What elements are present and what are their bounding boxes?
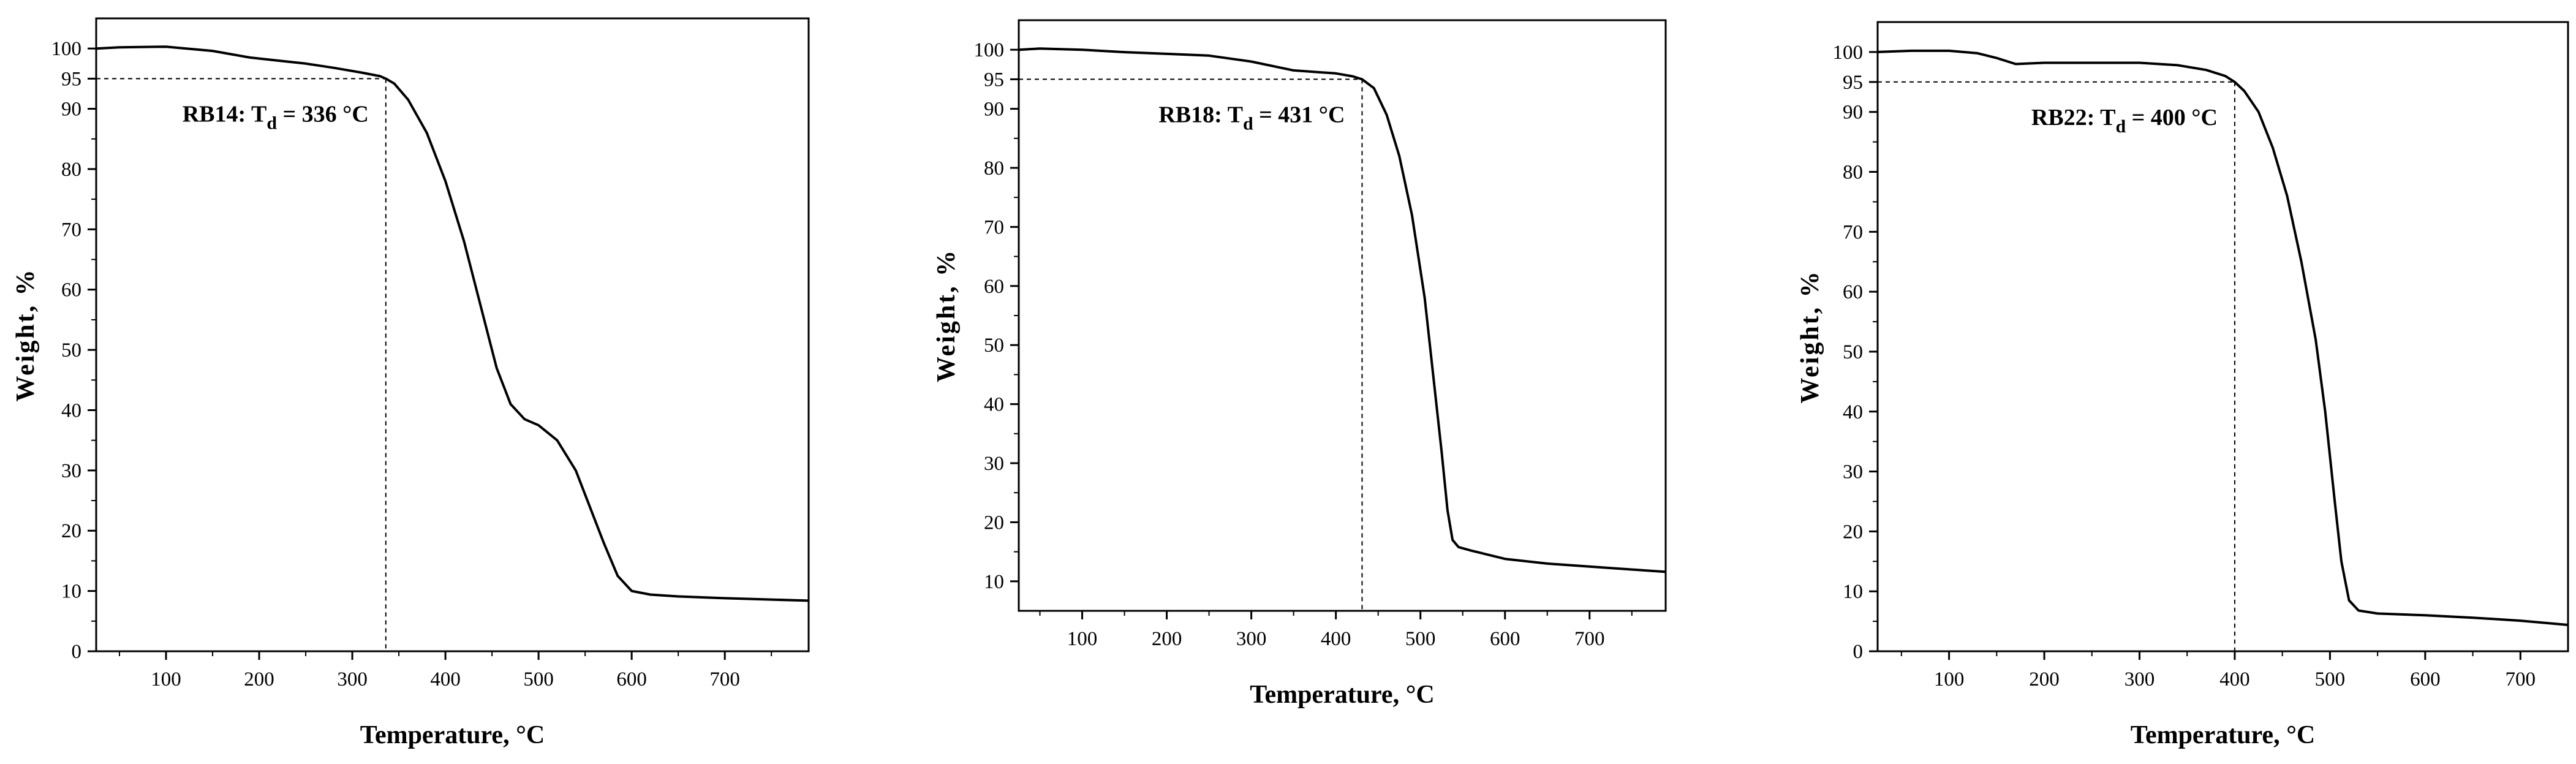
td-annotation-suffix: = 336 °C [277,101,369,127]
y-tick-label: 95 [984,69,1004,91]
td-annotation: RB18: Td = 431 °C [1158,102,1345,134]
y-tick-label: 0 [72,641,82,663]
td-annotation-prefix: RB22: T [2031,105,2116,130]
y-tick-label: 50 [984,335,1004,357]
y-axis-title: Weight, % [1796,270,1824,403]
tga-curve [1877,49,2569,626]
x-tick-label: 400 [430,668,461,690]
y-tick-label: 70 [984,216,1004,238]
x-tick-label: 300 [1236,628,1267,650]
y-tick-label: 20 [1843,521,1863,543]
x-tick-label: 300 [2125,668,2155,690]
y-tick-label: 95 [1843,72,1863,94]
y-tick-label: 30 [61,460,81,482]
y-tick-label: 70 [61,219,81,241]
x-tick-label: 100 [151,668,181,690]
tga-curve [1018,47,1666,573]
td-annotation-subscript: d [266,113,277,133]
x-tick-label: 700 [709,668,740,690]
td-annotation-subscript: d [1243,113,1253,134]
y-tick-label: 20 [61,520,81,542]
y-tick-label: 10 [1843,581,1863,603]
td-annotation: RB14: Td = 336 °C [183,101,369,133]
y-tick-label: 90 [1843,102,1863,124]
y-tick-label: 0 [1853,641,1864,663]
y-tick-label: 60 [984,276,1004,298]
x-tick-label: 700 [2506,668,2536,690]
x-tick-label: 700 [1574,628,1605,650]
x-tick-label: 600 [1490,628,1520,650]
x-tick-label: 200 [2029,668,2060,690]
y-tick-label: 50 [1843,341,1863,363]
panel-rb14: 100 200 300 400 500 600 700 0 10 20 30 40 50 60 70 80 90… [12,17,810,749]
y-tick-label: 30 [1843,461,1863,483]
y-tick-label: 40 [1843,401,1863,423]
y-axis-title: Weight, % [12,268,40,401]
x-tick-label: 600 [616,668,647,690]
y-tick-label: 50 [61,339,81,361]
plot-frame [95,17,810,652]
x-tick-label: 300 [337,668,368,690]
td-annotation-subscript: d [2115,116,2126,137]
tga-curve [96,45,809,602]
y-tick-label: 95 [61,68,81,90]
plot-frame [1876,21,2569,652]
y-tick-label: 100 [51,38,82,60]
x-tick-label: 200 [1152,628,1182,650]
x-axis-title: Temperature, °C [2131,721,2315,749]
y-tick-label: 40 [984,394,1004,416]
x-tick-label: 600 [2410,668,2441,690]
x-axis-title: Temperature, °C [360,721,545,749]
y-tick-label: 60 [61,279,81,301]
y-axis-title: Weight, % [932,249,961,382]
y-tick-label: 60 [1843,281,1863,303]
x-tick-label: 200 [244,668,274,690]
x-tick-label: 500 [2315,668,2346,690]
x-axis-title: Temperature, °C [1250,681,1434,709]
x-tick-label: 500 [1405,628,1436,650]
y-tick-label: 100 [974,39,1005,61]
x-tick-label: 100 [1067,628,1098,650]
td-annotation-prefix: RB18: T [1158,102,1243,127]
y-tick-label: 90 [984,99,1004,121]
td-annotation: RB22: Td = 400 °C [2031,105,2218,137]
y-tick-label: 10 [61,581,81,603]
y-tick-label: 80 [984,157,1004,180]
y-tick-label: 30 [984,453,1004,475]
y-tick-label: 80 [61,159,81,181]
td-annotation-suffix: = 431 °C [1253,102,1345,127]
y-tick-label: 10 [984,571,1004,593]
y-tick-label: 20 [984,512,1004,534]
y-tick-label: 70 [1843,221,1863,243]
x-tick-label: 100 [1934,668,1965,690]
panel-rb22: 100 200 300 400 500 600 700 0 10 20 30 40 50 60 70 80 90… [1796,21,2569,749]
y-tick-label: 100 [1833,42,1864,64]
panel-rb18: 100 200 300 400 500 600 700 10 20 30 40 50 60 70 80 90 9… [932,19,1667,709]
td-annotation-suffix: = 400 °C [2126,105,2218,130]
y-tick-label: 90 [61,99,81,121]
x-tick-label: 400 [1321,628,1351,650]
x-tick-label: 400 [2219,668,2250,690]
td-annotation-prefix: RB14: T [183,101,267,127]
x-tick-label: 500 [523,668,554,690]
y-tick-label: 40 [61,399,81,422]
y-tick-label: 80 [1843,162,1863,184]
